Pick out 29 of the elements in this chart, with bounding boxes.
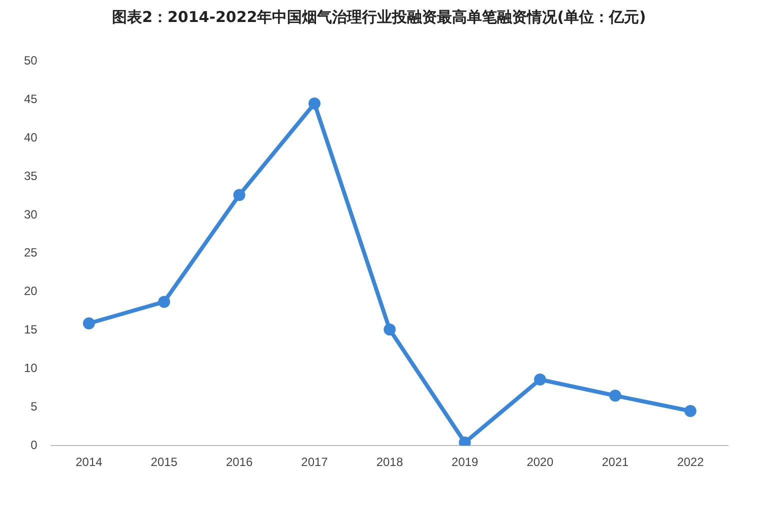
y-tick-label: 35 [24, 168, 38, 183]
y-tick-label: 10 [24, 361, 38, 376]
point [82, 317, 95, 330]
point [233, 188, 246, 201]
point [158, 296, 170, 308]
y-tick-label: 25 [24, 246, 38, 260]
y-tick-label: 50 [24, 54, 38, 68]
x-tick-label: 2017 [301, 455, 328, 470]
point [684, 405, 696, 418]
y-tick-label: 30 [24, 207, 38, 222]
x-tick-label: 2019 [452, 455, 479, 470]
x-tick-label: 2015 [150, 455, 178, 470]
y-tick-label: 20 [24, 284, 38, 298]
point [609, 390, 622, 402]
y-tick-label: 15 [24, 322, 38, 337]
x-tick-label: 2016 [226, 455, 253, 470]
y-tick-label: 5 [30, 399, 38, 414]
point [384, 324, 396, 336]
chart-title: 图表2：2014-2022年中国烟气治理行业投融资最高单笔融资情况(单位：亿元) [111, 8, 647, 27]
x-tick-label: 2014 [76, 455, 103, 470]
point [534, 373, 546, 386]
y-tick-label: 0 [30, 438, 38, 452]
x-tick-label: 2018 [376, 455, 404, 470]
y-tick-label: 45 [24, 92, 38, 106]
x-tick-label: 2020 [526, 455, 554, 470]
x-tick-label: 2022 [677, 455, 704, 470]
point [308, 97, 320, 110]
y-tick-label: 40 [24, 130, 38, 144]
x-tick-label: 2021 [602, 455, 629, 470]
